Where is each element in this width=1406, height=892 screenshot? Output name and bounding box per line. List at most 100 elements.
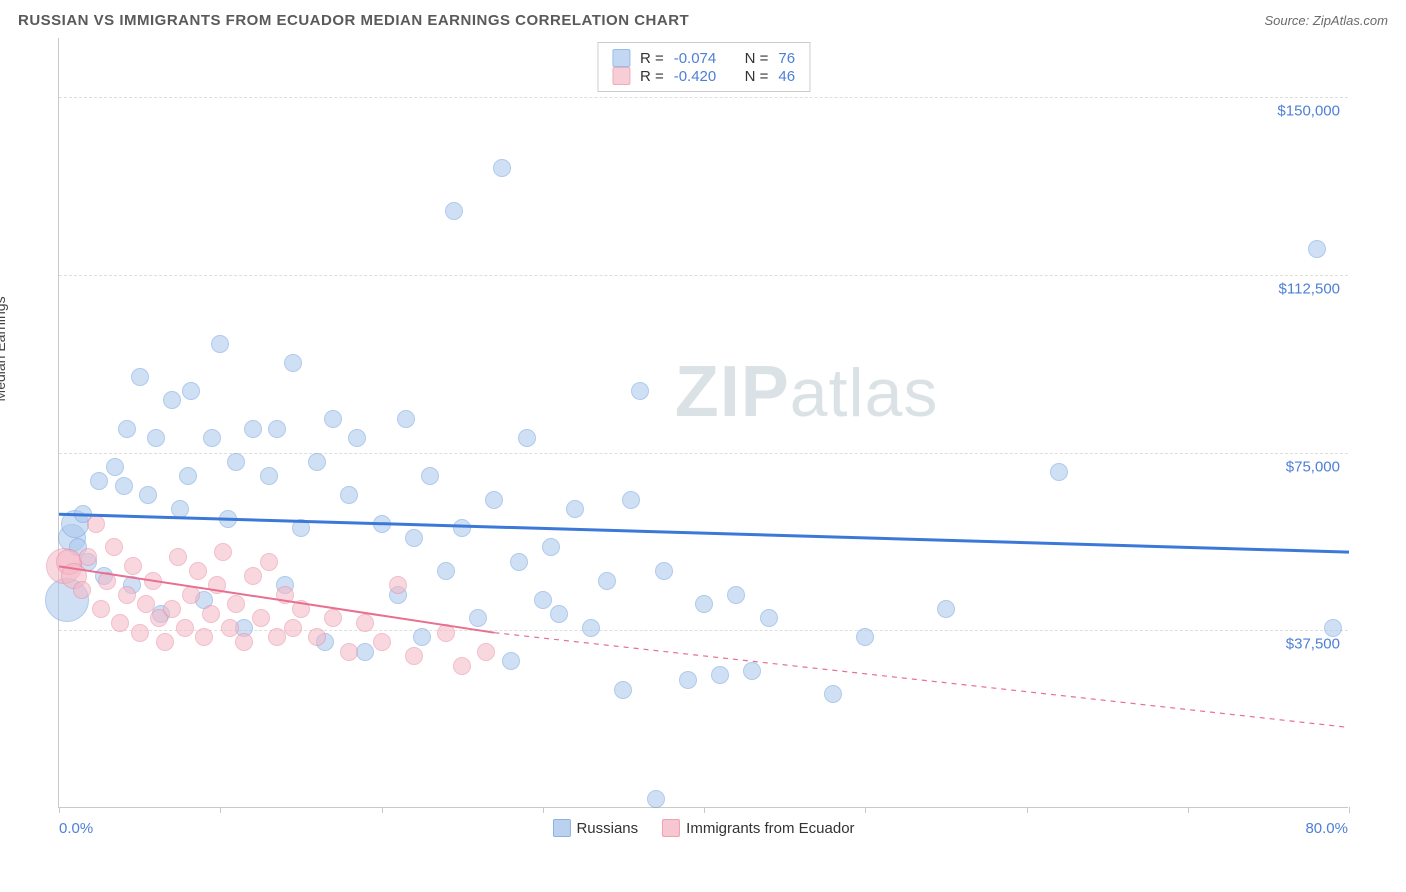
legend-item-russians[interactable]: Russians — [552, 819, 638, 837]
data-point-russians[interactable] — [679, 671, 697, 689]
data-point-ecuador[interactable] — [477, 643, 495, 661]
data-point-russians[interactable] — [727, 586, 745, 604]
data-point-russians[interactable] — [1324, 619, 1342, 637]
data-point-russians[interactable] — [171, 500, 189, 518]
data-point-ecuador[interactable] — [189, 562, 207, 580]
data-point-ecuador[interactable] — [208, 576, 226, 594]
data-point-russians[interactable] — [937, 600, 955, 618]
data-point-russians[interactable] — [469, 609, 487, 627]
data-point-russians[interactable] — [131, 368, 149, 386]
data-point-russians[interactable] — [348, 429, 366, 447]
data-point-ecuador[interactable] — [105, 538, 123, 556]
data-point-russians[interactable] — [413, 628, 431, 646]
data-point-russians[interactable] — [227, 453, 245, 471]
data-point-ecuador[interactable] — [292, 600, 310, 618]
data-point-ecuador[interactable] — [156, 633, 174, 651]
data-point-russians[interactable] — [824, 685, 842, 703]
data-point-russians[interactable] — [622, 491, 640, 509]
data-point-russians[interactable] — [115, 477, 133, 495]
data-point-ecuador[interactable] — [373, 633, 391, 651]
data-point-ecuador[interactable] — [324, 609, 342, 627]
data-point-russians[interactable] — [139, 486, 157, 504]
data-point-ecuador[interactable] — [214, 543, 232, 561]
data-point-ecuador[interactable] — [98, 572, 116, 590]
data-point-russians[interactable] — [163, 391, 181, 409]
data-point-russians[interactable] — [647, 790, 665, 808]
data-point-ecuador[interactable] — [437, 624, 455, 642]
data-point-russians[interactable] — [711, 666, 729, 684]
data-point-ecuador[interactable] — [169, 548, 187, 566]
data-point-ecuador[interactable] — [260, 553, 278, 571]
data-point-russians[interactable] — [211, 335, 229, 353]
data-point-russians[interactable] — [1050, 463, 1068, 481]
data-point-ecuador[interactable] — [252, 609, 270, 627]
data-point-ecuador[interactable] — [131, 624, 149, 642]
data-point-ecuador[interactable] — [389, 576, 407, 594]
data-point-russians[interactable] — [534, 591, 552, 609]
data-point-russians[interactable] — [542, 538, 560, 556]
data-point-russians[interactable] — [614, 681, 632, 699]
data-point-ecuador[interactable] — [276, 586, 294, 604]
data-point-russians[interactable] — [550, 605, 568, 623]
legend-item-ecuador[interactable]: Immigrants from Ecuador — [662, 819, 854, 837]
data-point-ecuador[interactable] — [268, 628, 286, 646]
data-point-russians[interactable] — [598, 572, 616, 590]
data-point-russians[interactable] — [147, 429, 165, 447]
data-point-russians[interactable] — [695, 595, 713, 613]
data-point-ecuador[interactable] — [124, 557, 142, 575]
data-point-ecuador[interactable] — [182, 586, 200, 604]
data-point-russians[interactable] — [582, 619, 600, 637]
data-point-russians[interactable] — [510, 553, 528, 571]
data-point-russians[interactable] — [655, 562, 673, 580]
data-point-ecuador[interactable] — [453, 657, 471, 675]
data-point-russians[interactable] — [566, 500, 584, 518]
data-point-ecuador[interactable] — [87, 515, 105, 533]
data-point-russians[interactable] — [203, 429, 221, 447]
data-point-russians[interactable] — [182, 382, 200, 400]
data-point-russians[interactable] — [356, 643, 374, 661]
data-point-russians[interactable] — [437, 562, 455, 580]
data-point-russians[interactable] — [90, 472, 108, 490]
data-point-ecuador[interactable] — [221, 619, 239, 637]
data-point-russians[interactable] — [308, 453, 326, 471]
data-point-russians[interactable] — [219, 510, 237, 528]
data-point-ecuador[interactable] — [244, 567, 262, 585]
data-point-russians[interactable] — [106, 458, 124, 476]
data-point-russians[interactable] — [493, 159, 511, 177]
data-point-russians[interactable] — [760, 609, 778, 627]
data-point-russians[interactable] — [502, 652, 520, 670]
data-point-ecuador[interactable] — [195, 628, 213, 646]
data-point-ecuador[interactable] — [163, 600, 181, 618]
data-point-ecuador[interactable] — [111, 614, 129, 632]
data-point-ecuador[interactable] — [92, 600, 110, 618]
data-point-ecuador[interactable] — [405, 647, 423, 665]
data-point-russians[interactable] — [421, 467, 439, 485]
data-point-russians[interactable] — [405, 529, 423, 547]
data-point-russians[interactable] — [743, 662, 761, 680]
data-point-ecuador[interactable] — [284, 619, 302, 637]
data-point-ecuador[interactable] — [79, 548, 97, 566]
data-point-russians[interactable] — [445, 202, 463, 220]
data-point-ecuador[interactable] — [176, 619, 194, 637]
data-point-russians[interactable] — [631, 382, 649, 400]
data-point-ecuador[interactable] — [118, 586, 136, 604]
data-point-russians[interactable] — [324, 410, 342, 428]
data-point-ecuador[interactable] — [308, 628, 326, 646]
data-point-ecuador[interactable] — [356, 614, 374, 632]
data-point-russians[interactable] — [485, 491, 503, 509]
data-point-russians[interactable] — [453, 519, 471, 537]
data-point-russians[interactable] — [268, 420, 286, 438]
data-point-ecuador[interactable] — [340, 643, 358, 661]
data-point-russians[interactable] — [340, 486, 358, 504]
data-point-russians[interactable] — [260, 467, 278, 485]
data-point-russians[interactable] — [292, 519, 310, 537]
data-point-ecuador[interactable] — [202, 605, 220, 623]
data-point-russians[interactable] — [856, 628, 874, 646]
data-point-russians[interactable] — [397, 410, 415, 428]
data-point-ecuador[interactable] — [73, 581, 91, 599]
data-point-ecuador[interactable] — [227, 595, 245, 613]
data-point-russians[interactable] — [518, 429, 536, 447]
data-point-russians[interactable] — [284, 354, 302, 372]
data-point-russians[interactable] — [244, 420, 262, 438]
data-point-ecuador[interactable] — [235, 633, 253, 651]
